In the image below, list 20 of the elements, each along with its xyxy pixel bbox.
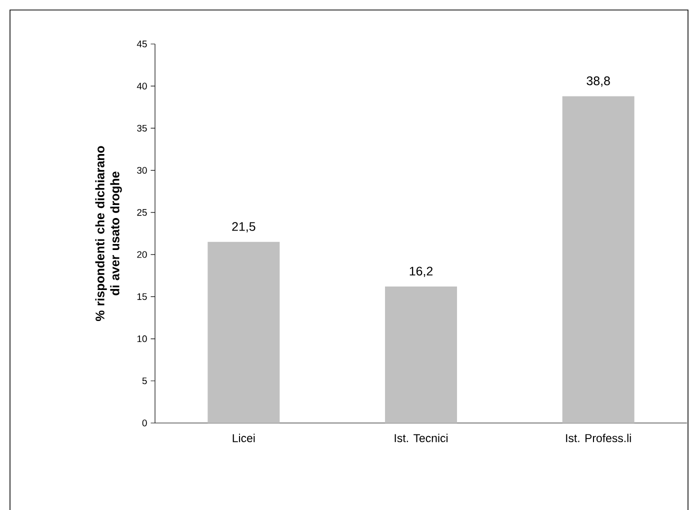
y-tick-label: 5 (142, 377, 147, 384)
y-tick-label: 40 (136, 82, 147, 90)
y-tick-label: 45 (136, 40, 147, 48)
y-tick-label: 25 (137, 208, 147, 216)
bar (562, 96, 634, 423)
x-tick-label: Ist. Profess.li (566, 434, 631, 442)
x-tick-label: Licei (232, 434, 255, 442)
y-tick-label: 10 (137, 335, 147, 342)
y-tick-label: 30 (137, 166, 147, 174)
y-tick-label: 35 (137, 124, 147, 132)
x-tick-label: Ist. Tecnici (394, 434, 448, 442)
y-axis-title: % rispondenti che dichiarano di aver usato droghe (95, 146, 122, 321)
data-label: 16,2 (410, 266, 432, 277)
y-tick-label: 0 (142, 419, 147, 426)
data-label: 21,5 (232, 222, 256, 232)
bar (385, 286, 458, 423)
y-tick-label: 20 (137, 251, 147, 258)
bar (208, 242, 280, 423)
data-label: 38,8 (586, 76, 610, 86)
y-tick-label: 15 (137, 293, 147, 300)
